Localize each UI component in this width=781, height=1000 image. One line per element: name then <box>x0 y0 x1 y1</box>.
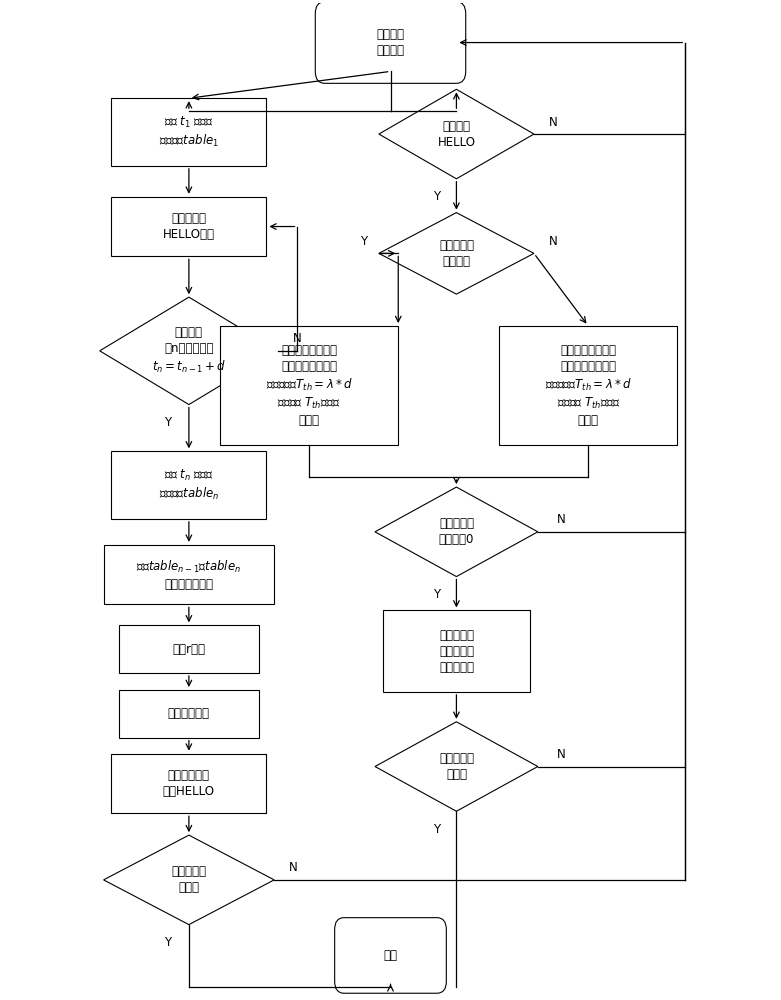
Polygon shape <box>100 297 278 405</box>
FancyBboxPatch shape <box>335 918 446 993</box>
Bar <box>112 197 266 256</box>
Text: 是否收到
HELLO: 是否收到 HELLO <box>437 120 476 149</box>
Text: 计算发送间隔: 计算发送间隔 <box>168 707 210 720</box>
Text: N: N <box>557 513 565 526</box>
Text: Y: Y <box>163 936 171 949</box>
Polygon shape <box>379 89 534 179</box>
Bar <box>119 625 259 673</box>
Text: Y: Y <box>433 190 440 203</box>
Text: 在邻节点列表更新
该邻节点信息，调
节超时时间$T_{th}=\lambda*d$
置计时器 $T_{th}$，开始
倒计时: 在邻节点列表更新 该邻节点信息，调 节超时时间$T_{th}=\lambda*d… <box>266 344 352 427</box>
Text: 记录 $t_n$ 时刻邻
节点列表$table_n$: 记录 $t_n$ 时刻邻 节点列表$table_n$ <box>159 468 219 502</box>
Text: 对比$table_{n-1}$与$table_n$
判别新老邻节点: 对比$table_{n-1}$与$table_n$ 判别新老邻节点 <box>137 559 241 591</box>
Polygon shape <box>375 487 538 577</box>
Bar <box>220 326 398 445</box>
Text: 是否收到停
止信号: 是否收到停 止信号 <box>171 865 206 894</box>
Text: 计数器是否
倒计时至0: 计数器是否 倒计时至0 <box>439 517 474 546</box>
Bar <box>112 451 266 519</box>
Text: 初始化，
配置参数: 初始化， 配置参数 <box>376 28 405 57</box>
Text: 是否收到停
止信号: 是否收到停 止信号 <box>439 752 474 781</box>
Bar <box>112 754 266 813</box>
Text: N: N <box>549 235 558 248</box>
Text: N: N <box>289 861 298 874</box>
Bar <box>499 326 677 445</box>
Bar <box>383 610 530 692</box>
Text: Y: Y <box>163 416 171 429</box>
Text: Y: Y <box>433 823 440 836</box>
Text: 记录 $t_1$ 时刻邻
节点列表$table_1$: 记录 $t_1$ 时刻邻 节点列表$table_1$ <box>159 115 219 149</box>
Polygon shape <box>104 835 274 925</box>
Text: 是否到达
第n次发送时刻
$t_n=t_{n-1}+d$: 是否到达 第n次发送时刻 $t_n=t_{n-1}+d$ <box>152 326 226 375</box>
Bar <box>112 98 266 166</box>
Text: 是未记录邻
节点发送: 是未记录邻 节点发送 <box>439 239 474 268</box>
Text: 在邻节点列表新建
该邻节点信息，设
置超时时间$T_{th}=\lambda*d$
置计时器 $T_{th}$，开始
倒计时: 在邻节点列表新建 该邻节点信息，设 置超时时间$T_{th}=\lambda*d… <box>544 344 632 427</box>
Polygon shape <box>379 213 534 294</box>
Text: 第一次发送
HELLO消息: 第一次发送 HELLO消息 <box>163 212 215 241</box>
Polygon shape <box>375 722 538 811</box>
Text: 从邻接点列
表中删除该
邻节点信息: 从邻接点列 表中删除该 邻节点信息 <box>439 629 474 674</box>
Text: N: N <box>293 332 301 345</box>
Bar <box>104 545 274 604</box>
Text: Y: Y <box>433 588 440 601</box>
Text: Y: Y <box>360 235 367 248</box>
Text: N: N <box>557 748 565 761</box>
Text: 计算r的值: 计算r的值 <box>173 643 205 656</box>
FancyBboxPatch shape <box>316 2 465 83</box>
Text: 结束: 结束 <box>383 949 398 962</box>
Bar <box>119 690 259 738</box>
Text: 用新发送间隔
发送HELLO: 用新发送间隔 发送HELLO <box>163 769 215 798</box>
Text: N: N <box>549 116 558 129</box>
